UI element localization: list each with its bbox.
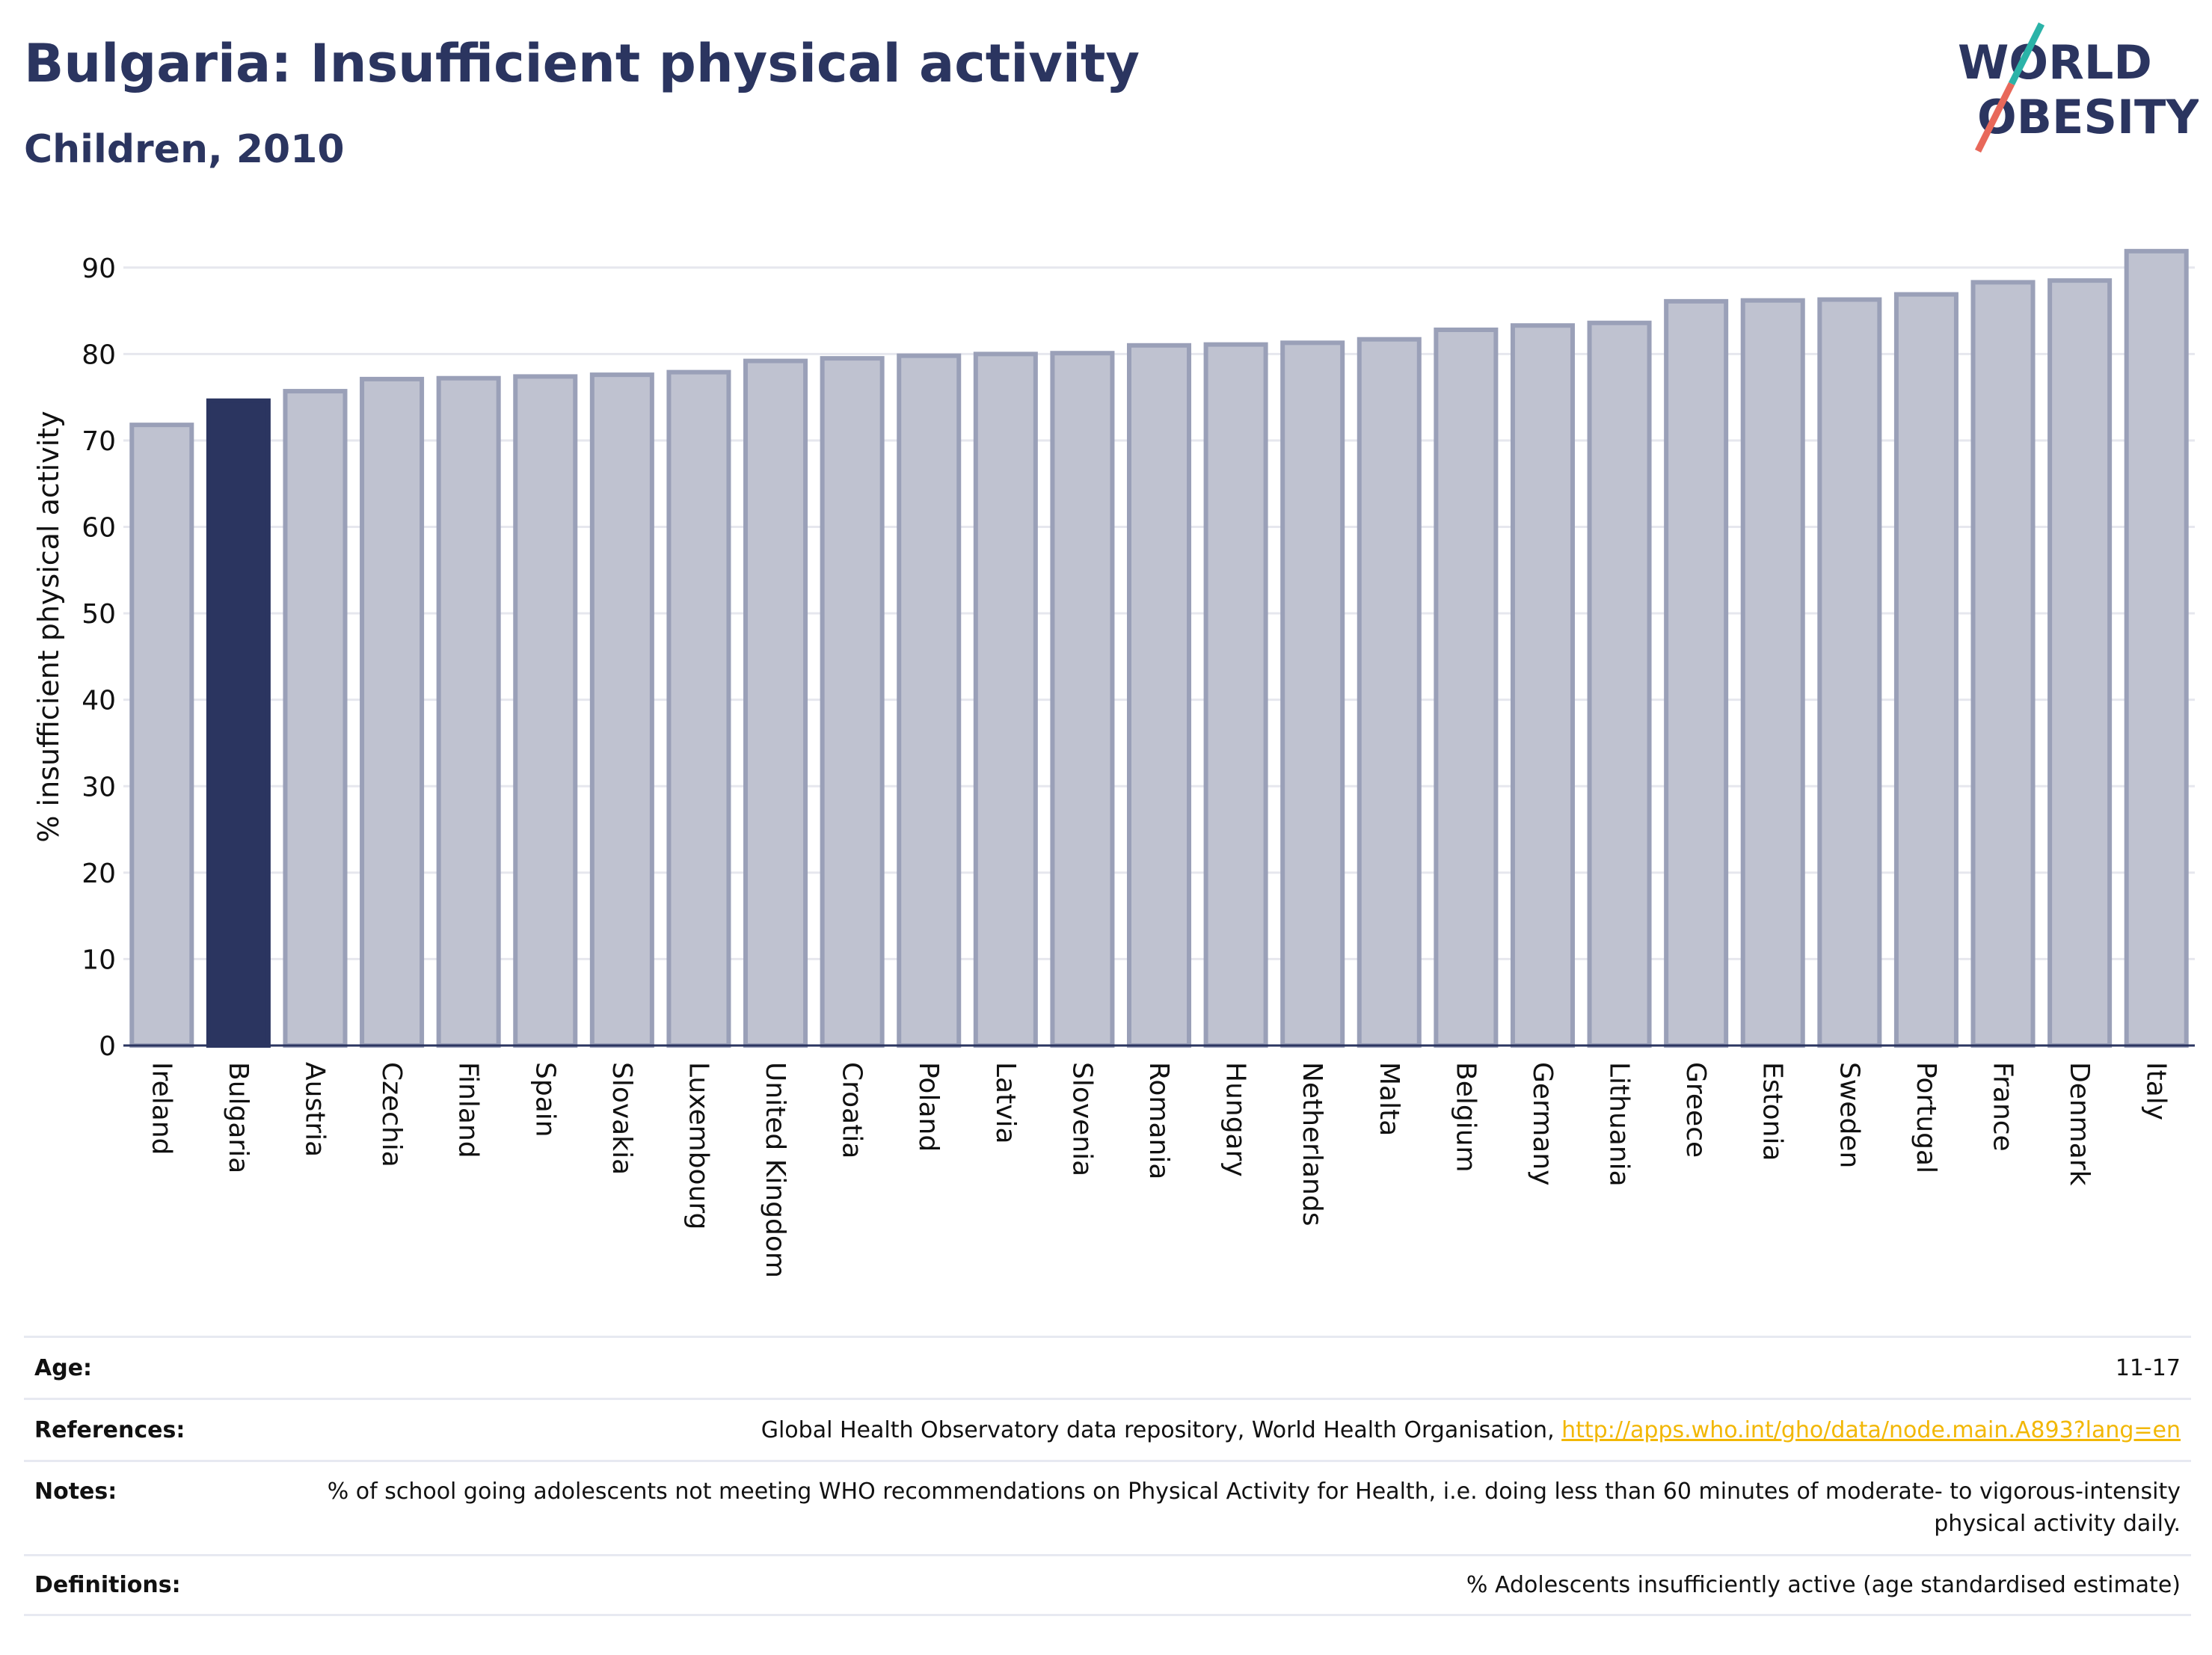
bar-sweden [1817, 297, 1882, 1048]
bar-chart: 0 10 20 30 40 50 60 70 80 90 Ireland Bulgaria Austri… [32, 248, 2195, 1278]
bar-denmark [2047, 278, 2113, 1048]
bar-greece [1664, 298, 1729, 1048]
bar-hungary [1203, 342, 1268, 1048]
x-tick-label: Poland [913, 1062, 944, 1152]
y-tick-label: 10 [82, 945, 116, 975]
bar-bulgaria [206, 398, 271, 1048]
y-axis-title: % insufficient physical activity [32, 411, 65, 842]
x-tick-label: Ireland [146, 1062, 176, 1155]
x-tick-label: Sweden [1834, 1062, 1864, 1168]
x-tick-label: Finland [453, 1062, 484, 1158]
logo-word-2: OBESITY [1977, 90, 2199, 144]
y-tick-label: 30 [82, 772, 116, 802]
x-tick-label: Latvia [990, 1062, 1021, 1144]
bar-netherlands [1280, 340, 1345, 1048]
bar-slovenia [1050, 351, 1115, 1048]
y-tick-label: 60 [82, 513, 116, 544]
y-tick-label: 70 [82, 426, 116, 457]
meta-age-label: Age: [34, 1354, 93, 1381]
x-tick-label: United Kingdom [760, 1062, 790, 1278]
bar-layer [129, 248, 2189, 1048]
x-tick-label: Luxembourg [683, 1062, 713, 1229]
x-tick-label: Austria [299, 1062, 330, 1157]
meta-definitions-value: % Adolescents insufficiently active (age… [1466, 1572, 2181, 1598]
y-tick-label: 80 [82, 340, 116, 370]
x-tick-label: Malta [1374, 1062, 1404, 1136]
y-tick-label: 50 [82, 599, 116, 630]
world-obesity-logo: WORLD OBESITY [1958, 22, 2199, 153]
x-tick-label: Romania [1143, 1062, 1174, 1179]
bar-france [1970, 280, 2036, 1048]
meta-references-link[interactable]: http://apps.who.int/gho/data/node.main.A… [1561, 1416, 2181, 1443]
logo-word-1: WORLD [1958, 35, 2152, 90]
bar-croatia [820, 356, 885, 1048]
meta-notes-value: % of school going adolescents not meetin… [327, 1479, 2181, 1537]
bar-austria [283, 389, 348, 1048]
bar-finland [436, 375, 501, 1048]
bar-romania [1126, 343, 1192, 1048]
meta-references-value: Global Health Observatory data repositor… [761, 1414, 2191, 1446]
x-tick-label: Denmark [2064, 1062, 2095, 1186]
y-tick-label: 40 [82, 686, 116, 716]
y-tick-label: 0 [99, 1031, 116, 1062]
bar-slovakia [589, 372, 654, 1048]
x-tick-label: Netherlands [1297, 1062, 1327, 1226]
x-tick-label: Czechia [376, 1062, 407, 1167]
bar-portugal [1893, 292, 1958, 1048]
meta-row-definitions: Definitions: % Adolescents insufficientl… [24, 1554, 2191, 1616]
bar-lithuania [1587, 320, 1652, 1048]
x-tick-label: Bulgaria [223, 1062, 254, 1173]
bar-poland [897, 353, 962, 1048]
bar-luxembourg [666, 369, 731, 1048]
axis-layer: 0 10 20 30 40 50 60 70 80 90 Ireland Bulgaria Austri… [82, 254, 2195, 1278]
logo-slash-bottom [1974, 82, 2015, 153]
metadata-table: Age: 11-17 References: Global Health Obs… [24, 1336, 2191, 1616]
x-tick-label: Slovenia [1066, 1062, 1097, 1176]
x-tick-label: Hungary [1220, 1062, 1251, 1177]
bar-malta [1357, 337, 1422, 1048]
bar-spain [513, 374, 578, 1048]
x-tick-label: Estonia [1757, 1062, 1788, 1161]
bar-czechia [360, 376, 425, 1048]
y-tick-label: 20 [82, 859, 116, 889]
bar-ireland [129, 423, 194, 1048]
bar-italy [2124, 248, 2189, 1048]
meta-age-value: 11-17 [2115, 1354, 2181, 1381]
y-tick-label: 90 [82, 254, 116, 284]
x-tick-label: Slovakia [606, 1062, 637, 1175]
bar-estonia [1740, 298, 1805, 1048]
x-tick-label: Germany [1527, 1062, 1558, 1185]
x-tick-label: France [1988, 1062, 2018, 1152]
meta-row-references: References: Global Health Observatory da… [24, 1398, 2191, 1460]
x-tick-label: Belgium [1450, 1062, 1481, 1173]
bar-latvia [973, 351, 1038, 1048]
x-tick-label: Portugal [1911, 1062, 1941, 1173]
x-tick-label: Greece [1680, 1062, 1711, 1158]
meta-notes-label: Notes: [34, 1479, 117, 1505]
x-tick-label: Italy [2141, 1062, 2172, 1120]
meta-row-notes: Notes: % of school going adolescents not… [24, 1460, 2191, 1554]
meta-references-text: Global Health Observatory data repositor… [761, 1416, 1562, 1443]
page-subtitle: Children, 2010 [24, 127, 345, 172]
page-title: Bulgaria: Insufficient physical activity [24, 33, 1140, 94]
x-tick-label: Lithuania [1604, 1062, 1635, 1187]
logo-slash-top [2008, 22, 2045, 86]
bar-belgium [1434, 328, 1499, 1048]
x-tick-label: Croatia [837, 1062, 867, 1158]
bar-united-kingdom [743, 358, 808, 1048]
meta-row-age: Age: 11-17 [24, 1336, 2191, 1398]
x-tick-label: Spain [529, 1062, 560, 1137]
meta-definitions-label: Definitions: [34, 1572, 181, 1598]
bar-germany [1510, 323, 1575, 1048]
meta-references-label: References: [34, 1416, 185, 1443]
